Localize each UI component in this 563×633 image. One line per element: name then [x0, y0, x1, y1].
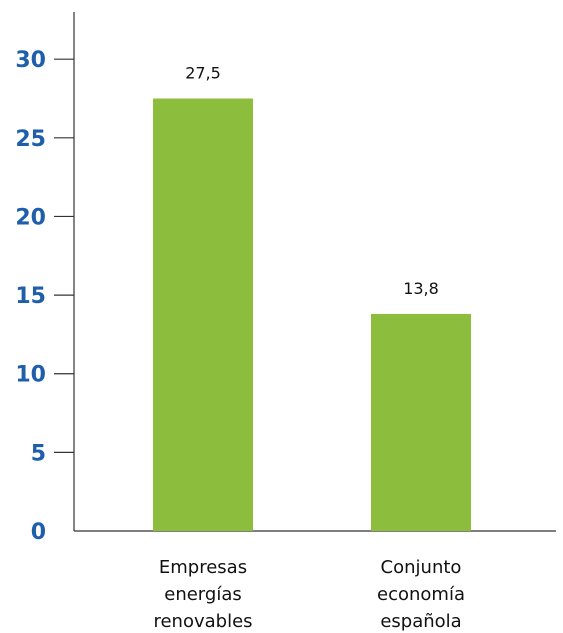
y-tick-label: 30: [15, 48, 46, 73]
x-tick-label: economía: [377, 584, 465, 605]
y-tick-label: 20: [15, 205, 46, 230]
y-tick-label: 0: [31, 520, 46, 545]
x-tick-label: española: [380, 611, 461, 632]
x-tick-labels: Empresas energías renovables Conjunto econom…: [153, 557, 465, 632]
bars: [153, 98, 471, 531]
x-tick-label: Empresas: [159, 557, 247, 578]
x-tick-label: Conjunto: [381, 557, 462, 578]
bar: [371, 313, 471, 531]
x-tick-label: renovables: [153, 611, 252, 632]
data-label: 13,8: [403, 279, 439, 298]
y-tick-label: 10: [15, 363, 46, 388]
bar: [153, 98, 253, 531]
y-tick-label: 25: [15, 127, 46, 152]
data-labels: 27,5 13,8: [185, 64, 439, 298]
y-tick-label: 5: [31, 441, 46, 466]
x-tick-label: energías: [164, 584, 241, 605]
data-label: 27,5: [185, 64, 221, 83]
y-tick-label: 15: [15, 284, 46, 309]
y-axis: 0 5 10 15 20 25 30: [15, 12, 75, 545]
